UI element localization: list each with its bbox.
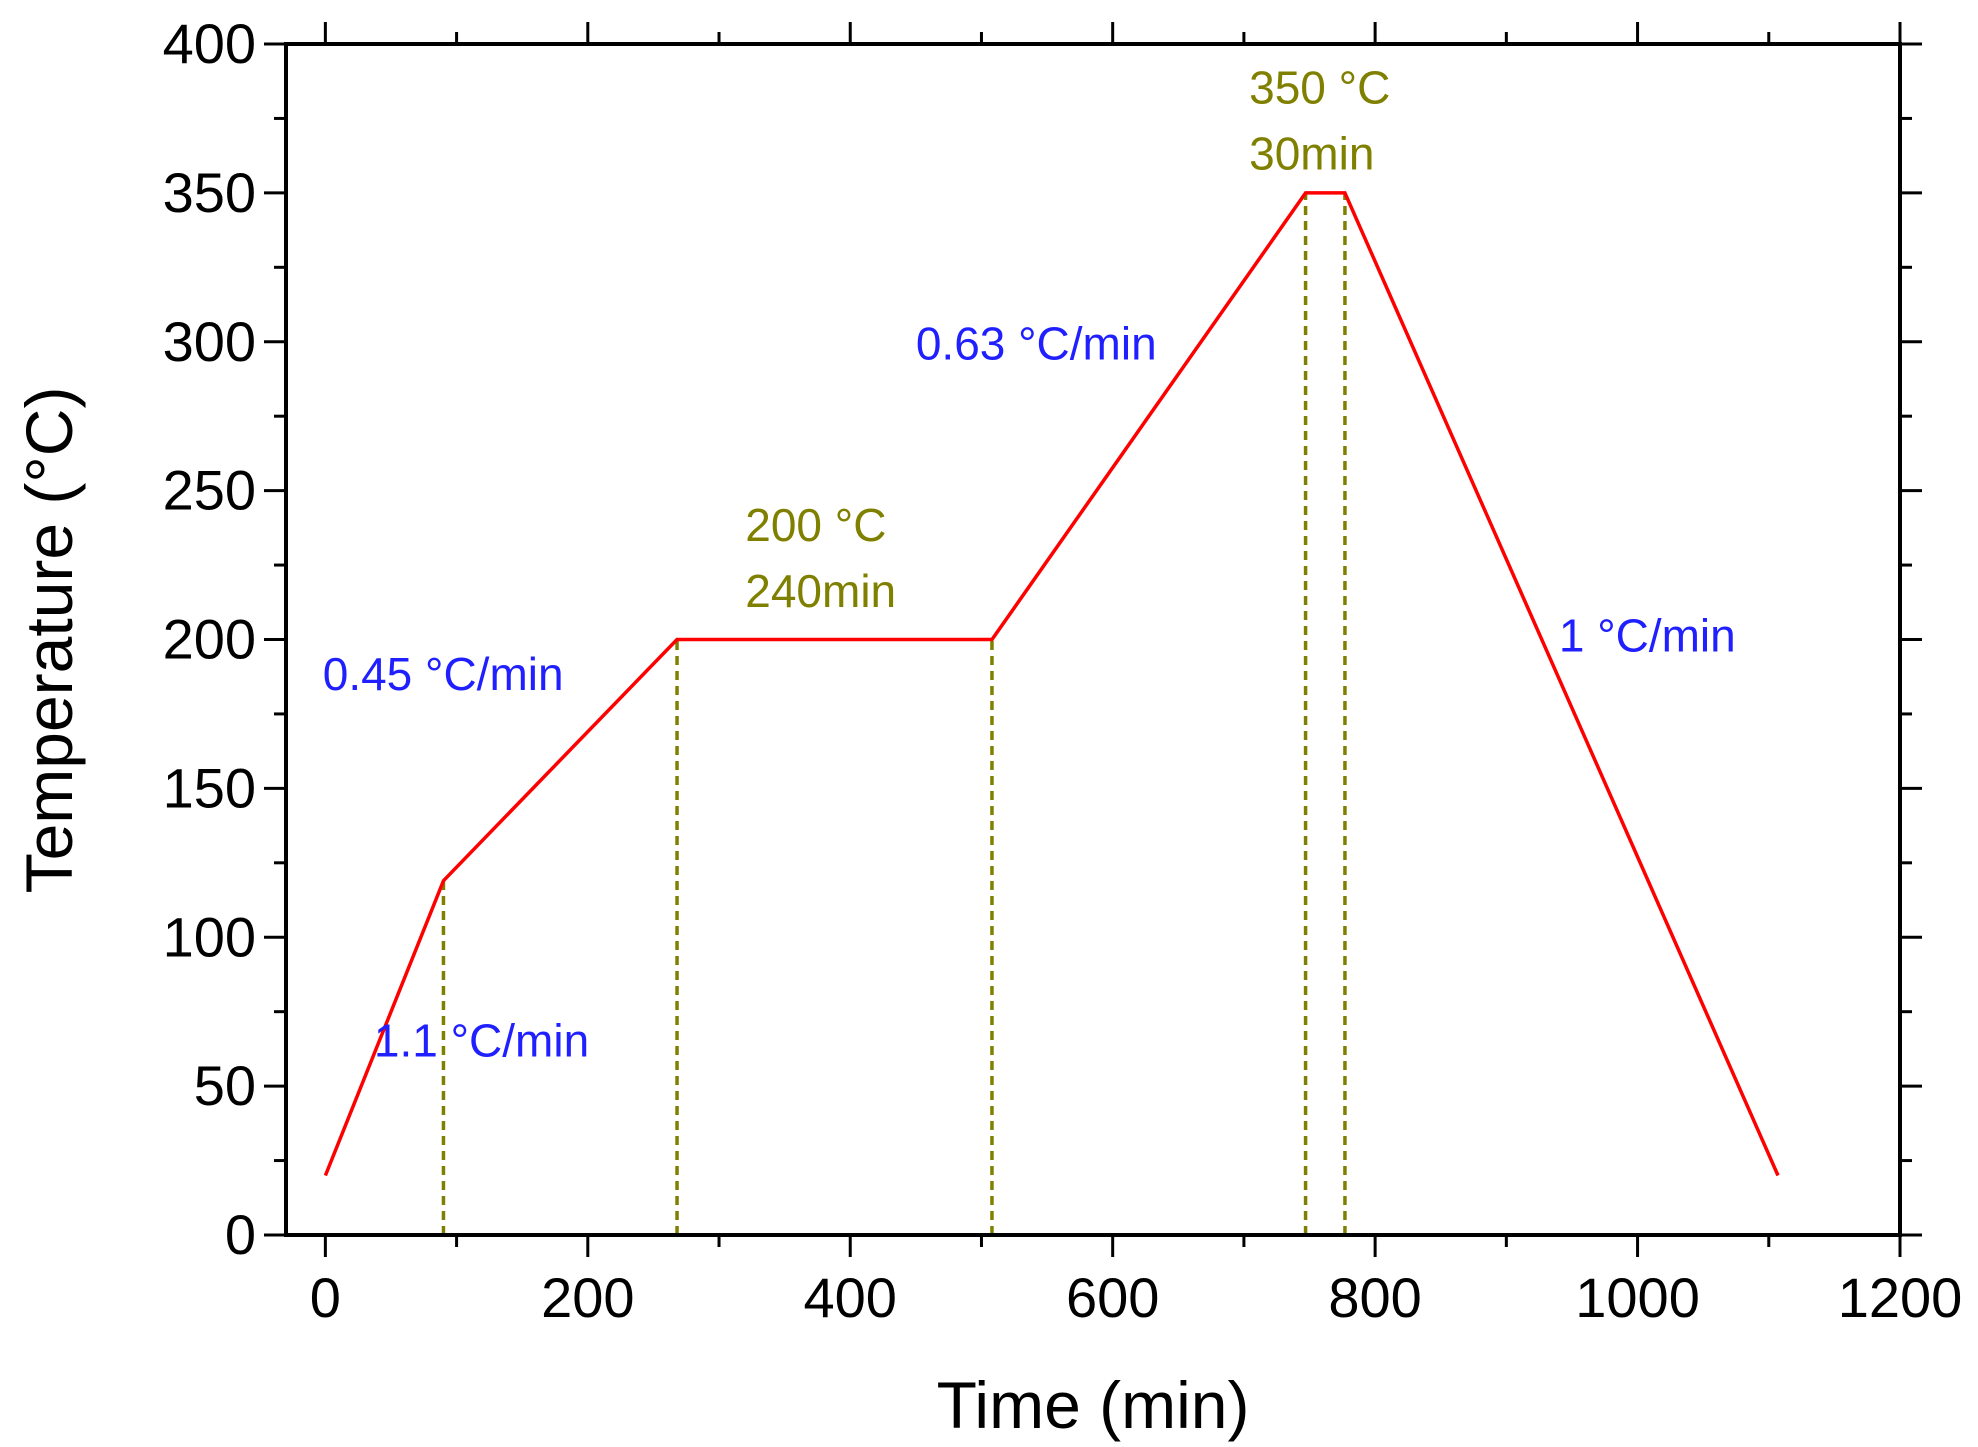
annotation-line: 240min (745, 565, 896, 617)
series-layer (323, 191, 1780, 1177)
annotations-layer: 1.1 °C/min 0.45 °C/min 200 °C 240min 0.63 °C… (323, 62, 1736, 1067)
temperature-series-line (323, 191, 1780, 1177)
y-tick-label: 100 (163, 905, 256, 968)
annotation-label: 0.63 °C/min (916, 318, 1157, 370)
y-tick-label: 200 (163, 608, 256, 671)
x-axis-title: Time (min) (937, 1368, 1250, 1442)
annotation-label: 1 °C/min (1559, 609, 1736, 661)
y-tick-label: 50 (194, 1054, 256, 1117)
y-tick-label: 400 (163, 12, 256, 75)
y-axis-title: Temperature (°C) (12, 387, 86, 894)
annotation-line: 1.1 °C/min (374, 1014, 589, 1066)
labels-layer: 0 200 400 600 800 1000 1200 0 50 100 150 200 250 300 3… (163, 12, 1963, 1329)
y-tick-label: 300 (163, 310, 256, 373)
markers-layer (441, 192, 1347, 1235)
y-tick-label: 150 (163, 756, 256, 819)
annotation-line: 0.45 °C/min (323, 648, 564, 700)
annotation-label: 1.1 °C/min (374, 1014, 589, 1066)
y-tick-label: 0 (225, 1203, 256, 1266)
x-tick-label: 1000 (1575, 1266, 1700, 1329)
annotation-label: 0.45 °C/min (323, 648, 564, 700)
x-tick-label: 800 (1328, 1266, 1421, 1329)
x-tick-label: 200 (541, 1266, 634, 1329)
annotation-label: 350 °C 30min (1249, 62, 1390, 180)
x-tick-label: 400 (804, 1266, 897, 1329)
annotation-line: 350 °C (1249, 62, 1390, 114)
y-tick-label: 250 (163, 459, 256, 522)
x-tick-label: 0 (310, 1266, 341, 1329)
annotation-line: 30min (1249, 128, 1374, 180)
annotation-line: 0.63 °C/min (916, 318, 1157, 370)
annotation-label: 200 °C 240min (745, 499, 896, 617)
ticks-layer (264, 22, 1922, 1257)
y-tick-label: 350 (163, 161, 256, 224)
plot-frame (284, 42, 1902, 1237)
annotation-line: 1 °C/min (1559, 609, 1736, 661)
x-tick-label: 1200 (1838, 1266, 1963, 1329)
x-tick-label: 600 (1066, 1266, 1159, 1329)
annotation-line: 200 °C (745, 499, 886, 551)
